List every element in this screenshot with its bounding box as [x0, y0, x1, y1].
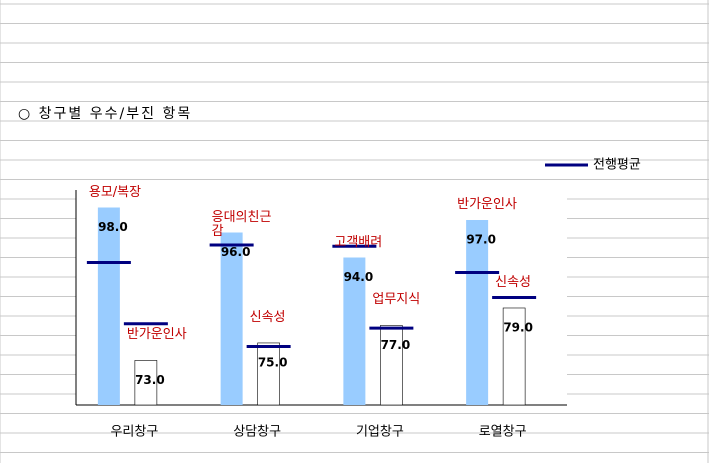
bar: [257, 342, 280, 406]
bar: [97, 207, 120, 405]
item-label: 응대의친근감: [211, 209, 272, 239]
item-label: 업무지식: [372, 292, 421, 308]
bar: [343, 257, 366, 405]
item-label: 고객배려: [334, 234, 383, 250]
item-label: 신속성: [495, 274, 532, 290]
item-label: 반가운인사: [126, 327, 187, 343]
value-label: 79.0: [503, 320, 533, 334]
x-tick-label: 로열창구: [479, 425, 527, 440]
title: ○ 창구별 우수/부진 항목: [18, 106, 192, 122]
item-label: 신속성: [249, 309, 286, 325]
x-tick-label: 기업창구: [356, 425, 404, 440]
bar: [380, 325, 403, 406]
bar: [134, 360, 158, 406]
x-tick-label: 우리창구: [110, 425, 158, 440]
value-label: 98.0: [98, 220, 128, 234]
value-label: 94.0: [344, 270, 374, 284]
item-label: 반가운인사: [457, 197, 517, 212]
value-label: 73.0: [135, 373, 165, 387]
value-label: 96.0: [221, 245, 251, 259]
bar: [220, 232, 243, 405]
bar: [466, 220, 489, 405]
bar: [502, 307, 526, 406]
value-label: 75.0: [258, 355, 288, 369]
x-tick-label: 상담창구: [233, 425, 281, 440]
legend-label: 전행평균: [593, 157, 641, 173]
value-label: 97.0: [466, 233, 496, 247]
value-label: 77.0: [381, 338, 411, 352]
item-label: 용모/복장: [88, 184, 142, 200]
